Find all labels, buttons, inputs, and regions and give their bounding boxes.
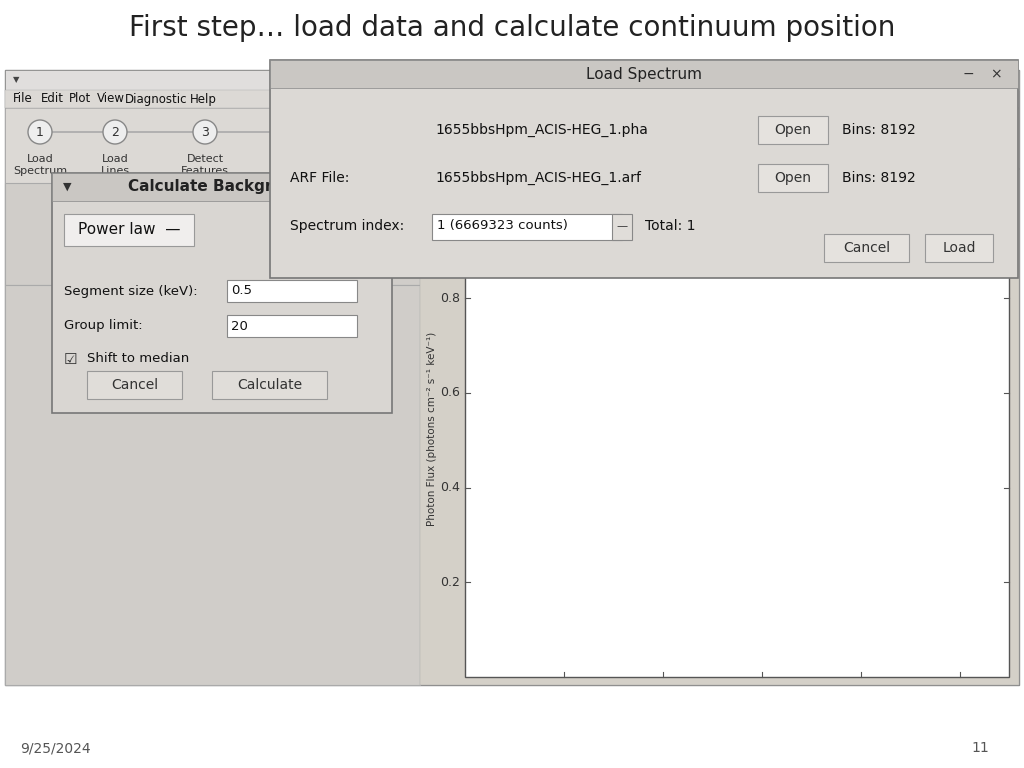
Text: 0.4: 0.4: [440, 482, 460, 494]
Bar: [63, 214, 194, 246]
Text: File: File: [13, 92, 33, 105]
Bar: [5, 285, 420, 685]
Text: −: −: [348, 180, 359, 194]
Text: Load
Lines: Load Lines: [100, 154, 130, 176]
Bar: [5, 90, 1019, 108]
Text: 5: 5: [386, 125, 394, 138]
Bar: [465, 122, 1009, 160]
Bar: [925, 234, 993, 262]
Text: 11: 11: [971, 741, 989, 755]
Text: View: View: [97, 92, 125, 105]
Text: 9/25/2024: 9/25/2024: [19, 741, 90, 755]
Bar: [270, 60, 1018, 88]
Text: Bins: 8192: Bins: 8192: [842, 171, 915, 185]
Bar: [52, 173, 392, 413]
Text: ▼: ▼: [13, 75, 19, 84]
Text: Power law  —: Power law —: [78, 223, 180, 237]
Text: ARF File:: ARF File:: [290, 171, 349, 185]
Text: ×: ×: [371, 180, 383, 194]
Text: Identify
Lines: Identify Lines: [273, 154, 316, 176]
Bar: [135, 223, 280, 247]
Text: Plot: Plot: [69, 92, 91, 105]
Text: Photon Flux (photons cm⁻² s⁻¹ keV⁻¹): Photon Flux (photons cm⁻² s⁻¹ keV⁻¹): [427, 331, 437, 525]
Bar: [115, 318, 290, 340]
Text: ×: ×: [998, 74, 1010, 87]
Text: 6: 6: [758, 108, 766, 121]
Text: 3: 3: [201, 125, 209, 138]
Text: 0.6: 0.6: [440, 386, 460, 399]
Text: Detect
Features: Detect Features: [181, 154, 229, 176]
Bar: [5, 183, 420, 285]
Bar: [758, 116, 828, 144]
Text: Spectrum index:: Spectrum index:: [290, 219, 404, 233]
Text: Bins: 8192: Bins: 8192: [842, 123, 915, 137]
Text: ☑: ☑: [63, 352, 78, 366]
Bar: [52, 173, 392, 201]
Circle shape: [28, 120, 52, 144]
Text: 1655bbsHpm_ACIS-HEG_1.pha: 1655bbsHpm_ACIS-HEG_1.pha: [435, 123, 648, 137]
Bar: [5, 70, 1019, 685]
Text: 1 (6669323 counts): 1 (6669323 counts): [437, 220, 568, 233]
Text: 2: 2: [111, 125, 119, 138]
Text: Shift to median: Shift to median: [87, 353, 189, 366]
Circle shape: [378, 120, 402, 144]
Text: Load
Spectrum: Load Spectrum: [13, 154, 67, 176]
Circle shape: [193, 120, 217, 144]
Bar: [270, 60, 1018, 278]
Text: Diagnostic: Diagnostic: [125, 92, 187, 105]
Text: Total: 1: Total: 1: [645, 219, 695, 233]
Text: 1655bbsHpm_ACIS-HEG_1.arf: 1655bbsHpm_ACIS-HEG_1.arf: [435, 171, 641, 185]
Text: Cancel: Cancel: [111, 378, 158, 392]
Text: Diagnose
Plasma: Diagnose Plasma: [364, 154, 416, 176]
Text: ×: ×: [990, 67, 1001, 81]
Bar: [758, 164, 828, 192]
Text: —: —: [616, 221, 628, 231]
Bar: [5, 108, 420, 183]
Bar: [227, 315, 357, 337]
Bar: [5, 70, 1019, 90]
Text: 4: 4: [291, 125, 299, 138]
Text: Calculate Background: Calculate Background: [128, 180, 315, 194]
Text: 10: 10: [951, 108, 968, 121]
Bar: [87, 371, 182, 399]
Text: Group limit:: Group limit:: [63, 319, 142, 333]
Text: 1: 1: [36, 125, 44, 138]
Text: −: −: [978, 73, 990, 87]
Circle shape: [283, 120, 307, 144]
Circle shape: [103, 120, 127, 144]
Text: ▼: ▼: [62, 182, 72, 192]
Bar: [432, 214, 622, 240]
Bar: [420, 170, 1019, 685]
Text: Segment size (keV):: Segment size (keV):: [63, 284, 198, 297]
Bar: [465, 180, 1009, 677]
Bar: [824, 234, 909, 262]
Text: 0.8: 0.8: [440, 292, 460, 305]
Text: 2: 2: [560, 108, 568, 121]
Text: Open: Open: [774, 171, 811, 185]
Text: First step… load data and calculate continuum position: First step… load data and calculate cont…: [129, 14, 895, 42]
Bar: [420, 108, 1019, 168]
Text: Load: Load: [942, 241, 976, 255]
Text: 4: 4: [658, 108, 667, 121]
Bar: [227, 280, 357, 302]
Bar: [212, 371, 327, 399]
Text: Specfit: Specfit: [492, 74, 532, 87]
Text: −: −: [963, 67, 974, 81]
Text: Calculate: Calculate: [237, 378, 302, 392]
Text: 20: 20: [231, 319, 248, 333]
Text: 0.2: 0.2: [440, 576, 460, 589]
Text: Load Spectrum: Load Spectrum: [160, 229, 255, 241]
Text: 1.0: 1.0: [440, 197, 460, 210]
Text: Cancel: Cancel: [843, 241, 890, 255]
Text: Help: Help: [190, 92, 217, 105]
Text: 8: 8: [857, 108, 864, 121]
Text: Open: Open: [774, 123, 811, 137]
Bar: [612, 214, 632, 240]
Text: Edit: Edit: [41, 92, 63, 105]
Text: 0.5: 0.5: [231, 284, 252, 297]
Text: Calculate Background: Calculate Background: [137, 323, 267, 336]
Text: Load Spectrum: Load Spectrum: [586, 67, 702, 81]
